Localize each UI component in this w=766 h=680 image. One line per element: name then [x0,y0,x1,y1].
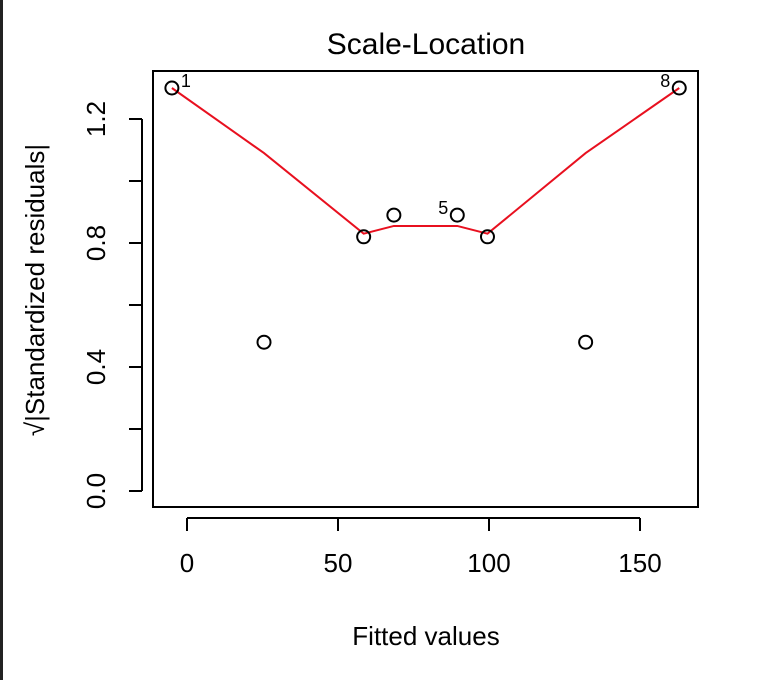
data-point [386,207,402,223]
x-tick-label: 0 [180,548,194,578]
y-tick-label: 0.8 [81,225,111,261]
chart-title: Scale-Location [327,28,525,61]
point-label: 5 [438,198,448,218]
point-label: 1 [181,71,191,91]
smoother-line [171,87,680,235]
x-tick-label: 50 [324,548,353,578]
data-point [256,334,272,350]
y-axis: 0.0 0.4 0.8 1.2 [81,101,143,509]
data-point [479,229,495,245]
x-axis-label: Fitted values [352,621,499,651]
x-tick-label: 100 [467,548,510,578]
x-axis: 0 50 100 150 [180,517,662,578]
data-point [164,80,180,96]
data-point [449,207,465,223]
data-point [356,229,372,245]
x-tick-label: 150 [618,548,661,578]
plot-area-border [152,70,699,508]
smoother-layer [171,87,680,235]
data-point [671,80,687,96]
data-point [578,334,594,350]
y-tick-label: 0.0 [81,473,111,509]
point-label: 8 [660,71,670,91]
y-axis-label: √|Standardized residuals| [20,144,50,436]
y-tick-label: 1.2 [81,101,111,137]
y-tick-label: 0.4 [81,349,111,385]
window-left-border [0,0,3,680]
points-layer: 1 5 8 [164,71,687,350]
